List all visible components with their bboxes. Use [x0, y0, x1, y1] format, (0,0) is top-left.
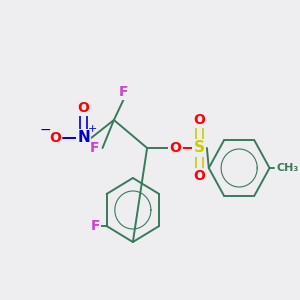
Text: CH₃: CH₃	[276, 163, 298, 173]
Text: O: O	[49, 131, 61, 145]
Text: +: +	[87, 124, 97, 134]
Text: F: F	[90, 219, 100, 233]
Text: O: O	[169, 141, 181, 155]
Text: O: O	[194, 113, 205, 127]
Text: N: N	[77, 130, 90, 146]
Text: S: S	[194, 140, 205, 155]
Text: F: F	[118, 85, 128, 99]
Text: O: O	[194, 169, 205, 183]
Text: O: O	[78, 101, 89, 115]
Text: −: −	[40, 123, 51, 137]
Text: F: F	[90, 141, 100, 155]
